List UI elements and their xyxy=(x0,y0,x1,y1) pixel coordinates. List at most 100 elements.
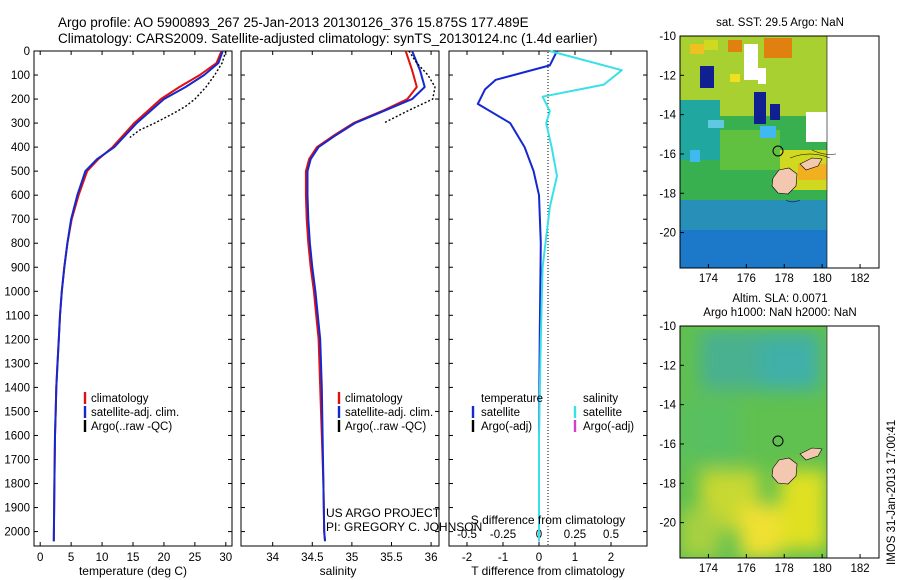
y-tick-label: 400 xyxy=(11,142,30,154)
top-x-tick-label: 0.5 xyxy=(603,529,619,541)
map-y-tick-label: -18 xyxy=(659,188,676,200)
series-line-satellite-adj-clim xyxy=(52,50,224,542)
map-x-tick-label: 178 xyxy=(775,273,794,285)
y-tick-label: 1600 xyxy=(4,430,30,442)
map-x-tick-label: 178 xyxy=(775,563,794,575)
x-tick-label: 0 xyxy=(536,552,542,564)
difference-xlabel: T difference from climatology xyxy=(471,564,625,578)
y-tick-label: 1500 xyxy=(4,406,30,418)
sla-map-axes xyxy=(679,325,880,559)
temperature-legend: climatology satellite-adj. clim. Argo(..… xyxy=(83,392,179,433)
series-line-climatology xyxy=(52,50,223,542)
difference-panel: -2 -1 0 1 2 -0.5 -0.25 0 0.25 0.5 S difference f… xyxy=(448,50,648,578)
series-line-argo-raw-qc xyxy=(383,50,436,124)
series-line-temperature-satellite xyxy=(476,50,558,542)
x-tick-label: 25 xyxy=(188,552,201,564)
map-y-tick-label: -16 xyxy=(659,149,676,161)
y-tick-label: 0 xyxy=(24,46,30,58)
sla-map-subtitle: Argo h1000: NaN h2000: NaN xyxy=(703,307,856,319)
salinity-panel: 34 34.5 35 35.5 36 salinity climatology sate… xyxy=(240,50,482,578)
x-tick-label: 34.5 xyxy=(301,552,323,564)
y-tick-label: 1000 xyxy=(4,286,30,298)
map-y-tick-label: -18 xyxy=(659,478,676,490)
header-line2: Climatology: CARS2009. Satellite-adjuste… xyxy=(58,31,598,46)
map-y-tick-label: -16 xyxy=(659,439,676,451)
legend-title-temperature: temperature xyxy=(481,393,543,405)
sst-map-axes xyxy=(679,35,880,269)
y-tick-label: 1200 xyxy=(4,334,30,346)
x-tick-label: 35 xyxy=(345,552,358,564)
sst-map-title: sat. SST: 29.5 Argo: NaN xyxy=(716,17,844,29)
argo-position-marker xyxy=(772,145,784,157)
top-x-tick-label: -0.25 xyxy=(490,529,516,541)
legend-label-satellite: satellite-adj. clim. xyxy=(345,407,433,419)
y-tick-label: 300 xyxy=(11,118,30,130)
sla-field xyxy=(680,326,827,558)
y-tick-label: 2000 xyxy=(4,527,30,539)
top-x-tick-label: -0.5 xyxy=(457,529,477,541)
legend-label-climatology: climatology xyxy=(345,393,403,405)
map-y-tick-label: -10 xyxy=(659,31,676,43)
map-y-tick-label: -20 xyxy=(659,228,676,240)
legend-title-salinity: salinity xyxy=(583,393,618,405)
legend-label-temp-argo: Argo(-adj) xyxy=(481,421,532,433)
map-x-tick-label: 180 xyxy=(813,273,832,285)
x-tick-label: 5 xyxy=(68,552,74,564)
temperature-panel: 0100200300400500600700800900100011001200… xyxy=(4,46,233,578)
x-tick-label: 10 xyxy=(96,552,109,564)
y-tick-label: 1400 xyxy=(4,382,30,394)
x-tick-label: 0 xyxy=(37,552,43,564)
series-line-salinity-satellite xyxy=(538,50,623,542)
x-tick-label: 20 xyxy=(158,552,171,564)
y-tick-label: 900 xyxy=(11,262,30,274)
sst-map: sat. SST: 29.5 Argo: NaN xyxy=(659,17,880,285)
project-annotation-line2: PI: GREGORY C. JOHNSON xyxy=(326,520,482,534)
map-y-tick-label: -20 xyxy=(659,518,676,530)
imos-timestamp: IMOS 31-Jan-2013 17:00:41 xyxy=(886,420,898,565)
x-tick-label: 1 xyxy=(572,552,578,564)
legend-label-satellite: satellite-adj. clim. xyxy=(91,407,179,419)
x-tick-label: 2 xyxy=(608,552,614,564)
sla-map: Altim. SLA: 0.0071 Argo h1000: NaN h2000… xyxy=(659,293,880,575)
map-x-tick-label: 174 xyxy=(699,273,719,285)
reef-contours xyxy=(785,149,837,203)
y-tick-label: 1700 xyxy=(4,454,30,466)
temperature-xlabel: temperature (deg C) xyxy=(79,564,187,578)
y-tick-label: 1900 xyxy=(4,503,30,515)
legend-label-argo: Argo(..raw -QC) xyxy=(91,421,172,433)
y-tick-label: 200 xyxy=(11,94,30,106)
series-line-climatology xyxy=(304,50,418,542)
series-line-argo-raw-qc xyxy=(129,50,227,139)
map-y-tick-label: -14 xyxy=(659,110,676,122)
x-tick-label: 34 xyxy=(266,552,279,564)
legend-label-climatology: climatology xyxy=(91,393,149,405)
y-tick-label: 1300 xyxy=(4,358,30,370)
x-tick-label: 36 xyxy=(425,552,438,564)
map-x-tick-label: 182 xyxy=(850,273,869,285)
map-x-tick-label: 182 xyxy=(850,563,869,575)
map-y-tick-label: -14 xyxy=(659,400,676,412)
x-tick-label: -1 xyxy=(498,552,508,564)
difference-xlabel-top: S difference from climatology xyxy=(471,513,626,527)
y-tick-label: 1100 xyxy=(5,310,30,322)
map-y-tick-label: -12 xyxy=(659,360,676,372)
salinity-xlabel: salinity xyxy=(320,564,357,578)
project-annotation-line1: US ARGO PROJECT xyxy=(326,506,441,520)
difference-axes-box xyxy=(448,50,648,547)
difference-legend: temperature salinity satellite Argo(-adj… xyxy=(471,393,634,433)
salinity-legend: climatology satellite-adj. clim. Argo(..… xyxy=(337,392,433,433)
y-tick-label: 500 xyxy=(11,166,30,178)
x-tick-label: -2 xyxy=(462,552,472,564)
argo-position-marker xyxy=(772,435,784,447)
y-tick-label: 1800 xyxy=(4,479,30,491)
series-line-satellite-adj-clim xyxy=(306,50,426,542)
map-y-tick-label: -10 xyxy=(659,321,676,333)
header-line1: Argo profile: AO 5900893_267 25-Jan-2013… xyxy=(58,15,529,30)
fiji-islands xyxy=(771,157,823,195)
fiji-islands xyxy=(771,447,823,485)
sla-map-title: Altim. SLA: 0.0071 xyxy=(732,293,827,305)
x-tick-label: 35.5 xyxy=(380,552,402,564)
y-tick-label: 800 xyxy=(11,238,30,250)
legend-label-sal-satellite: satellite xyxy=(583,407,622,419)
